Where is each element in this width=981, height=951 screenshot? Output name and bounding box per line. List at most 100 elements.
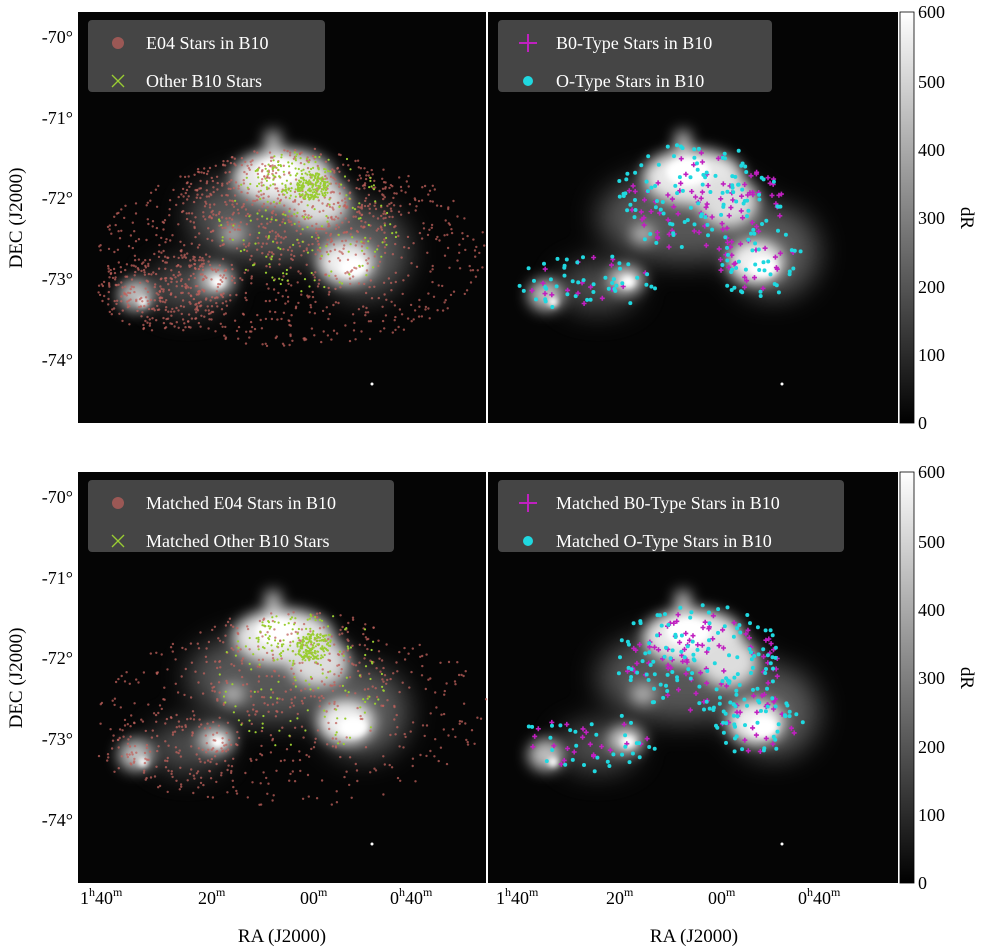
e04-star-point (363, 282, 366, 286)
o-star-point (521, 288, 526, 293)
e04-star-point (225, 743, 228, 746)
e04-star-point (373, 255, 376, 258)
b10-star-point (302, 182, 305, 185)
e04-star-point (230, 263, 233, 267)
o-star-point (736, 259, 741, 264)
e04-star-point (190, 661, 194, 664)
e04-star-point (196, 309, 200, 312)
e04-star-point (166, 256, 169, 259)
e04-star-point (360, 203, 364, 207)
e04-star-point (118, 736, 121, 740)
b10-star-point (293, 222, 296, 225)
e04-star-point (228, 617, 232, 620)
o-star-point (629, 720, 633, 725)
e04-star-point (365, 174, 368, 177)
e04-star-point (375, 667, 378, 670)
o-star-point (756, 698, 761, 703)
e04-star-point (148, 258, 152, 262)
b10-star-point (296, 645, 299, 648)
e04-star-point (135, 751, 138, 754)
e04-star-point (275, 241, 279, 244)
e04-star-point (366, 262, 369, 265)
b10-star-point (319, 181, 322, 185)
e04-star-point (466, 743, 470, 746)
b0-star-point (700, 625, 706, 631)
o-star-point (716, 607, 721, 612)
e04-star-point (330, 237, 333, 240)
e04-star-point (173, 730, 177, 733)
o-star-point (564, 257, 569, 262)
o-star-point (778, 204, 783, 209)
e04-star-point (311, 242, 314, 246)
e04-star-point (111, 308, 114, 311)
b0-star-point (740, 215, 746, 221)
e04-star-point (201, 692, 205, 695)
o-star-point (731, 713, 736, 718)
b10-star-point (308, 638, 311, 641)
e04-star-point (225, 304, 229, 307)
e04-star-point (276, 701, 279, 704)
b10-star-point (317, 686, 320, 690)
e04-star-point (351, 313, 355, 316)
b10-star-point (368, 695, 371, 698)
b0-star-point (644, 736, 650, 742)
e04-star-point (212, 190, 215, 194)
e04-star-point (164, 308, 167, 312)
y-tick-label: -70° (42, 27, 73, 47)
b0-star-point (749, 220, 755, 225)
b10-star-point (262, 184, 265, 187)
e04-star-point (246, 269, 250, 272)
o-star-point (734, 688, 739, 693)
e04-star-point (121, 729, 124, 732)
e04-star-point (196, 642, 199, 645)
b10-star-point (313, 638, 316, 641)
e04-star-point (311, 205, 315, 208)
x-tick-label: 0h40m (798, 885, 841, 908)
o-star-point (782, 713, 787, 718)
e04-star-point (155, 233, 158, 237)
b10-star-point (306, 182, 310, 185)
o-star-point (645, 189, 650, 194)
e04-star-point (204, 309, 207, 312)
e04-star-point (341, 632, 344, 635)
e04-star-point (309, 303, 312, 307)
e04-star-point (153, 299, 156, 302)
b10-star-point (341, 282, 344, 285)
o-star-point (688, 205, 693, 210)
o-star-point (725, 258, 730, 263)
b10-star-point (290, 187, 293, 190)
b10-star-point (314, 652, 317, 655)
o-star-point (652, 700, 656, 705)
e04-star-point (256, 151, 259, 154)
e04-star-point (99, 722, 102, 725)
e04-star-point (202, 211, 205, 214)
e04-star-point (230, 179, 233, 182)
e04-star-point (337, 674, 341, 678)
e04-star-point (452, 199, 455, 203)
o-star-point (610, 281, 615, 285)
e04-star-point (411, 721, 415, 724)
e04-star-point (221, 302, 224, 305)
e04-star-point (301, 797, 305, 800)
e04-star-point (368, 285, 371, 289)
e04-star-point (166, 756, 169, 760)
b10-star-point (273, 659, 276, 662)
e04-star-point (311, 224, 314, 228)
e04-star-point (226, 182, 229, 185)
e04-star-point (445, 762, 449, 766)
b10-star-point (264, 271, 268, 274)
e04-star-point (344, 201, 347, 204)
e04-star-point (199, 760, 202, 763)
e04-star-point (131, 221, 134, 224)
e04-star-point (138, 281, 142, 284)
b10-star-point (279, 247, 282, 251)
e04-star-point (271, 169, 275, 173)
b10-star-point (269, 696, 272, 699)
e04-star-point (250, 330, 253, 333)
e04-star-point (334, 737, 338, 740)
b0-star-point (715, 155, 721, 161)
e04-star-point (299, 232, 302, 236)
o-star-point (675, 678, 680, 683)
e04-star-point (322, 209, 325, 212)
b0-star-point (759, 693, 765, 699)
